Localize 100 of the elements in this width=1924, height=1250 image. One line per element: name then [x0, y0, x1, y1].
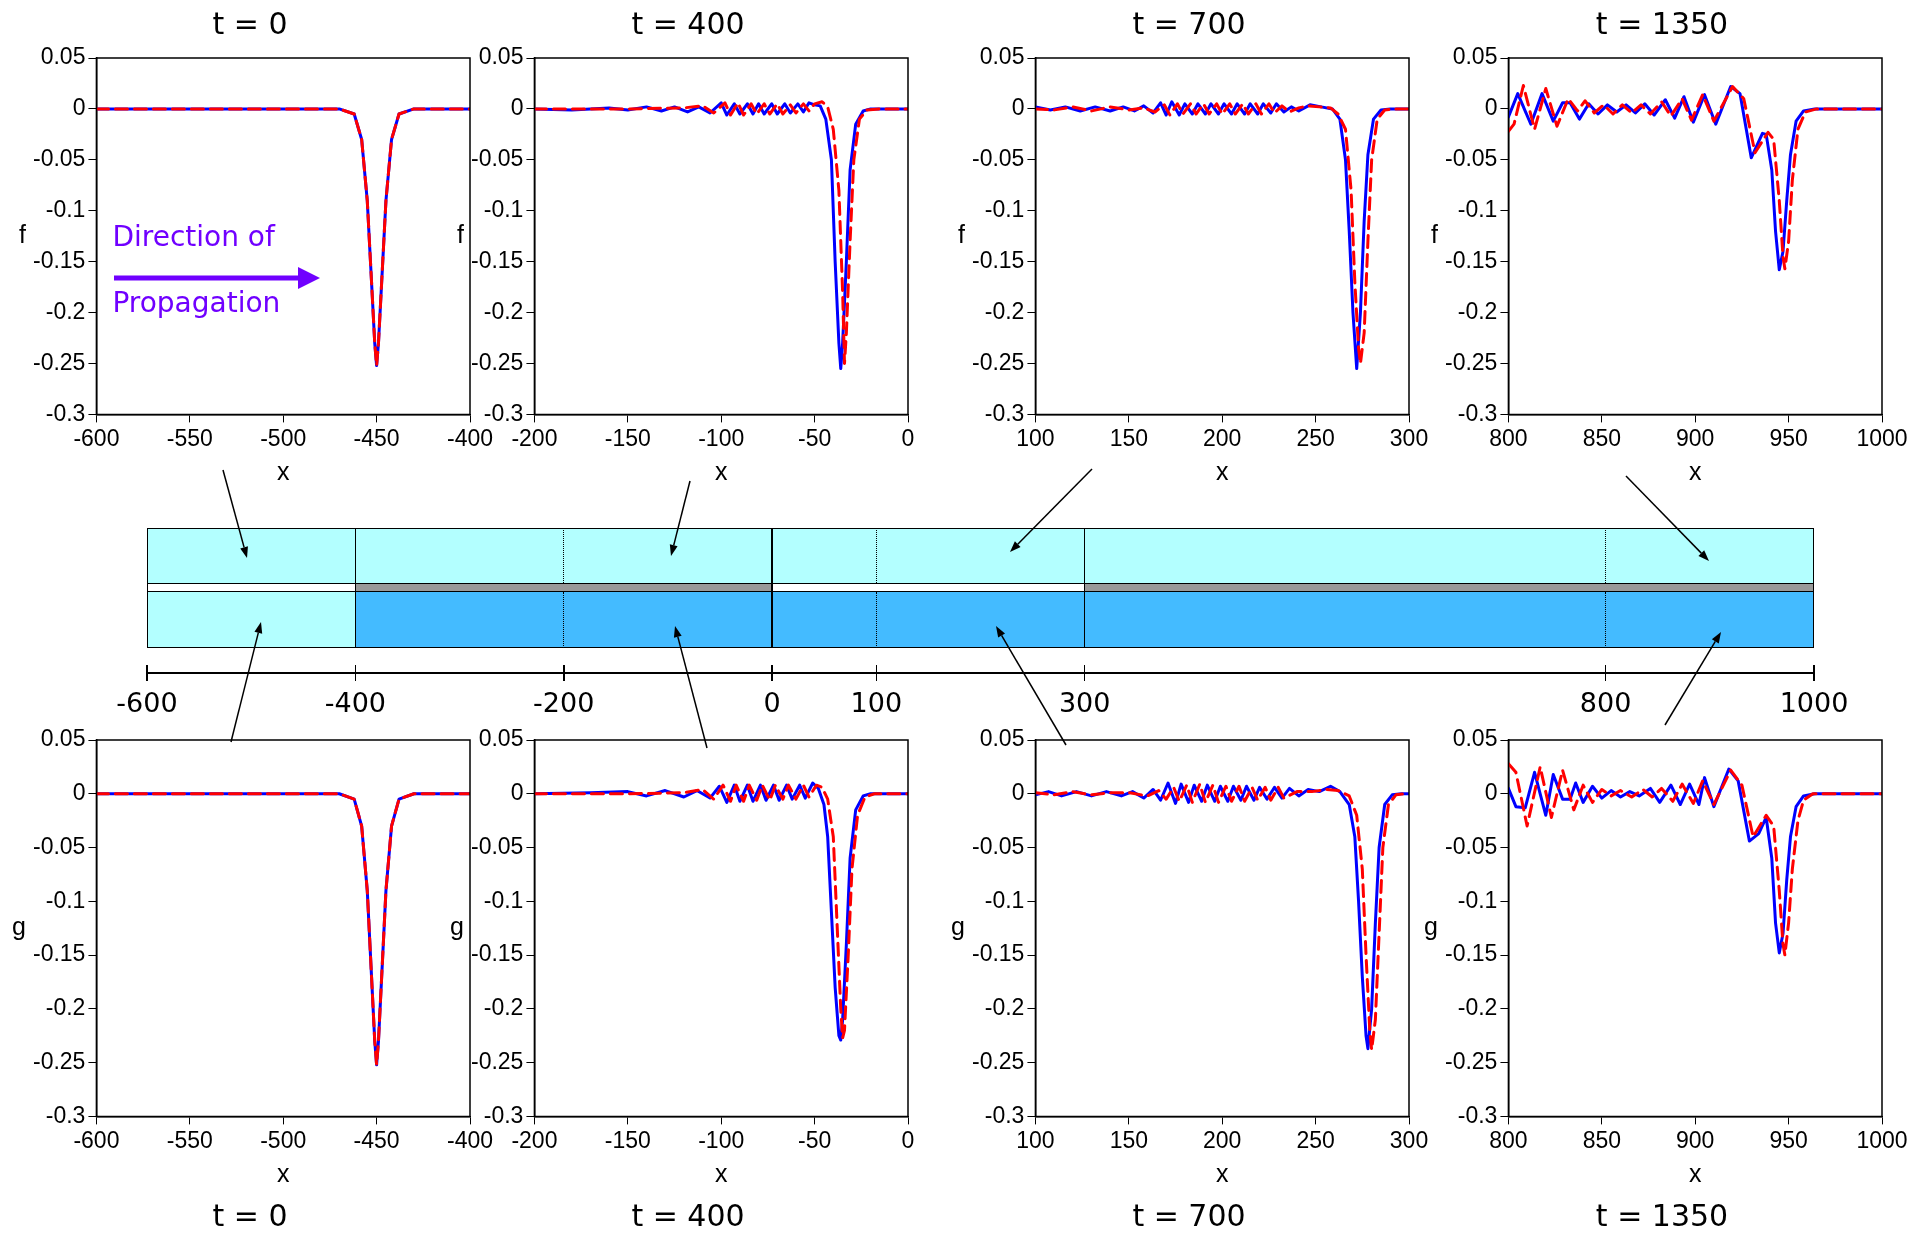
y-axis-title: g [951, 912, 965, 941]
x-tick-label: -50 [797, 424, 832, 451]
y-tick-label: -0.3 [45, 1101, 86, 1128]
x-axis-title: x [1215, 456, 1229, 485]
text: 100 [850, 687, 903, 718]
y-tick-label: -0.2 [45, 994, 86, 1021]
y-tick-label: -0.05 [32, 145, 86, 172]
y-tick-label: -0.3 [45, 399, 86, 426]
y-axis-title: g [12, 912, 26, 941]
y-tick-label: -0.2 [45, 297, 86, 324]
y-tick-label: -0.25 [971, 1047, 1025, 1074]
y-tick-label: -0.25 [1444, 1047, 1498, 1074]
x-tick-label: 900 [1676, 424, 1715, 451]
x-tick-label: 100 [1016, 424, 1055, 451]
x-tick-label: 150 [1109, 424, 1149, 451]
x-tick-label: -500 [260, 424, 307, 451]
x-tick-label: 850 [1582, 424, 1622, 451]
y-tick-label: -0.05 [470, 145, 524, 172]
x-axis-title: x [1215, 1158, 1229, 1187]
y-tick-label: -0.1 [483, 886, 524, 913]
y-tick-label: -0.15 [1444, 940, 1498, 967]
x-tick-label: -600 [73, 1126, 120, 1153]
x-tick-label: 200 [1203, 1126, 1242, 1153]
y-tick-label: 0.05 [40, 43, 86, 70]
y-tick-label: -0.1 [984, 196, 1025, 223]
x-tick-label: -550 [166, 424, 213, 451]
x-tick-label: 200 [1203, 424, 1242, 451]
y-tick-label: -0.2 [1457, 994, 1498, 1021]
x-axis-title: x [1688, 1158, 1702, 1187]
x-tick-label: -600 [73, 424, 120, 451]
y-tick-label: -0.3 [984, 399, 1025, 426]
y-tick-label: -0.1 [45, 886, 86, 913]
y-tick-label: 0.05 [1452, 725, 1498, 752]
y-tick-label: 0.05 [979, 43, 1025, 70]
x-tick-label: -150 [604, 1126, 651, 1153]
y-tick-label: -0.3 [984, 1101, 1025, 1128]
y-tick-label: 0 [1484, 94, 1498, 121]
y-tick-label: -0.25 [971, 348, 1025, 375]
text: t = 0 [212, 1197, 288, 1233]
x-tick-label: -150 [604, 424, 651, 451]
x-axis-title: x [714, 1158, 728, 1187]
y-tick-label: -0.1 [483, 196, 524, 223]
x-tick-label: -400 [446, 424, 494, 451]
y-axis-title: f [457, 220, 465, 249]
x-tick-label: -450 [353, 424, 400, 451]
y-axis-title: g [450, 912, 464, 941]
y-tick-label: -0.2 [984, 297, 1025, 324]
y-tick-label: -0.1 [984, 886, 1025, 913]
y-tick-label: -0.25 [1444, 348, 1498, 375]
x-tick-label: -200 [511, 424, 558, 451]
y-axis-title: f [958, 220, 966, 249]
y-tick-label: -0.1 [1457, 886, 1498, 913]
chart-title: t = 1350 [1595, 5, 1729, 41]
y-tick-label: 0.05 [40, 725, 86, 752]
y-tick-label: -0.3 [483, 1101, 524, 1128]
text: -400 [324, 687, 387, 718]
x-tick-label: 1000 [1856, 1126, 1908, 1153]
text: 300 [1058, 687, 1111, 718]
y-tick-label: -0.15 [470, 940, 524, 967]
text: 0 [763, 687, 781, 718]
y-tick-label: 0.05 [979, 725, 1025, 752]
x-tick-label: -100 [698, 424, 745, 451]
y-tick-label: -0.2 [1457, 297, 1498, 324]
x-tick-label: 0 [901, 1126, 915, 1153]
y-tick-label: 0 [72, 779, 86, 806]
y-tick-label: -0.15 [971, 940, 1025, 967]
text: -200 [533, 687, 595, 718]
y-tick-label: -0.3 [1457, 1101, 1498, 1128]
x-tick-label: 800 [1489, 1126, 1528, 1153]
y-tick-label: -0.25 [470, 1047, 524, 1074]
x-tick-label: 1000 [1856, 424, 1908, 451]
y-tick-label: 0 [72, 94, 86, 121]
x-tick-label: 300 [1389, 424, 1429, 451]
x-tick-label: 100 [1016, 1126, 1055, 1153]
x-tick-label: 900 [1676, 1126, 1715, 1153]
x-axis-title: x [714, 456, 728, 485]
x-tick-label: -100 [698, 1126, 745, 1153]
x-tick-label: 950 [1769, 1126, 1808, 1153]
y-tick-label: -0.2 [483, 297, 524, 324]
y-axis-title: f [1431, 220, 1439, 249]
y-tick-label: -0.25 [32, 348, 86, 375]
text: 800 [1579, 687, 1632, 718]
x-tick-label: 800 [1489, 424, 1528, 451]
y-tick-label: -0.15 [971, 247, 1025, 273]
annotation: Direction of [112, 220, 276, 254]
y-tick-label: -0.05 [971, 832, 1025, 859]
x-tick-label: -50 [797, 1126, 832, 1153]
x-tick-label: 150 [1109, 1126, 1149, 1153]
y-tick-label: -0.3 [483, 399, 524, 426]
y-tick-label: 0.05 [1452, 43, 1498, 70]
y-tick-label: -0.2 [483, 994, 524, 1021]
y-tick-label: -0.1 [45, 196, 86, 223]
x-tick-label: -200 [511, 1126, 558, 1153]
y-tick-label: -0.05 [971, 145, 1025, 172]
chart-title: t = 0 [212, 5, 288, 41]
y-tick-label: 0 [1011, 779, 1025, 806]
text: t = 1350 [1595, 1197, 1729, 1233]
x-axis-title: x [276, 456, 290, 485]
y-axis-title: f [19, 220, 27, 249]
y-tick-label: -0.05 [1444, 832, 1498, 859]
